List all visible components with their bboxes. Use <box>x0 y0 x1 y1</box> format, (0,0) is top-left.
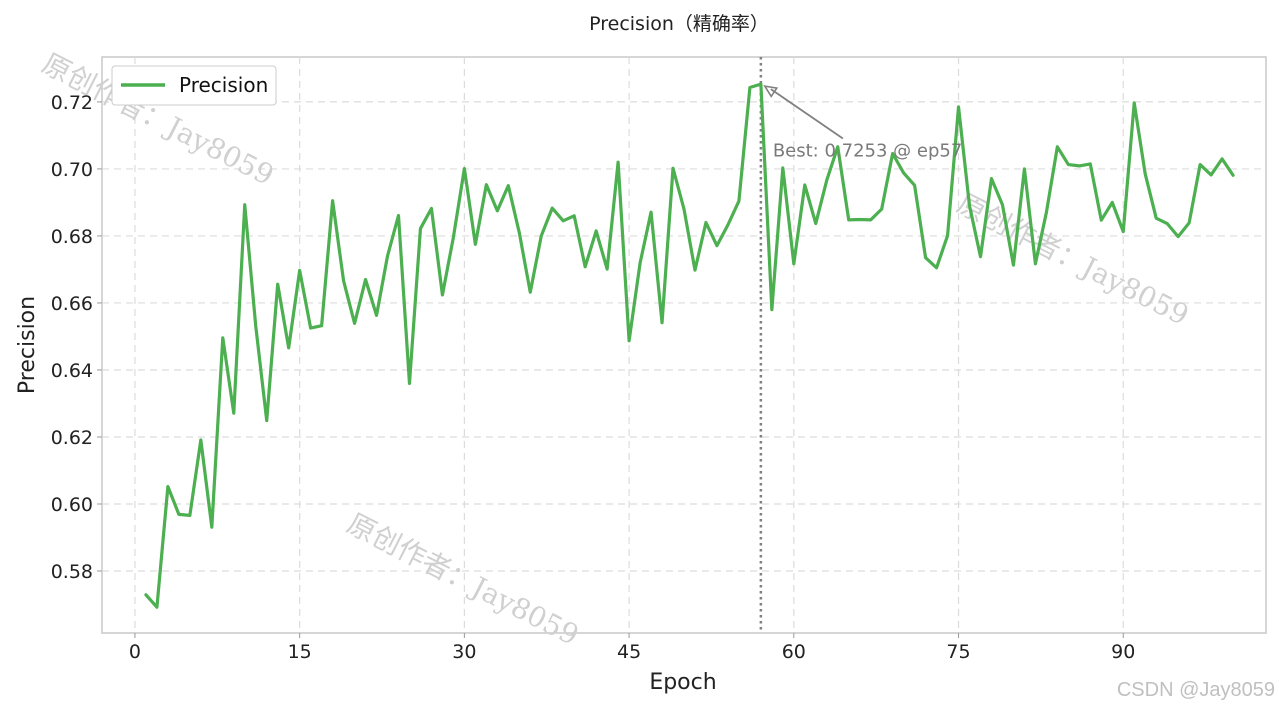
x-axis-ticks: 0 15 30 45 60 75 90 <box>129 633 1135 663</box>
y-tick-label: 0.72 <box>51 92 93 114</box>
x-tick-label: 90 <box>1111 641 1135 663</box>
x-tick-label: 45 <box>617 641 641 663</box>
x-tick-label: 0 <box>129 641 141 663</box>
y-tick-label: 0.58 <box>51 561 93 583</box>
legend-label: Precision <box>179 73 268 97</box>
precision-series-line <box>144 82 1235 609</box>
y-axis-ticks: 0.58 0.60 0.62 0.64 0.66 0.68 0.70 0.72 <box>51 92 102 583</box>
x-tick-label: 30 <box>452 641 476 663</box>
y-tick-label: 0.62 <box>51 427 93 449</box>
x-tick-label: 75 <box>946 641 970 663</box>
chart-title: Precision（精确率） <box>589 13 769 35</box>
legend-box <box>111 65 277 106</box>
y-tick-label: 0.68 <box>51 226 93 248</box>
plot-frame <box>101 56 1267 634</box>
csdn-credit: CSDN @Jay8059 <box>1117 679 1275 701</box>
series-layer <box>144 82 1235 609</box>
y-tick-label: 0.70 <box>51 159 93 181</box>
best-annotation: Best: 0.7253 @ ep57 <box>763 85 962 161</box>
y-tick-label: 0.66 <box>51 293 93 315</box>
y-tick-label: 0.64 <box>51 360 93 382</box>
x-axis-label: Epoch <box>649 670 716 695</box>
x-tick-label: 15 <box>288 641 312 663</box>
annotation-arrow-line <box>770 88 844 140</box>
y-axis-label: Precision <box>15 296 40 394</box>
best-annotation-label: Best: 0.7253 @ ep57 <box>773 140 962 161</box>
y-tick-label: 0.60 <box>51 494 93 516</box>
x-tick-label: 60 <box>782 641 806 663</box>
legend: Precision <box>111 65 277 106</box>
annotation-arrow-head <box>763 85 779 98</box>
